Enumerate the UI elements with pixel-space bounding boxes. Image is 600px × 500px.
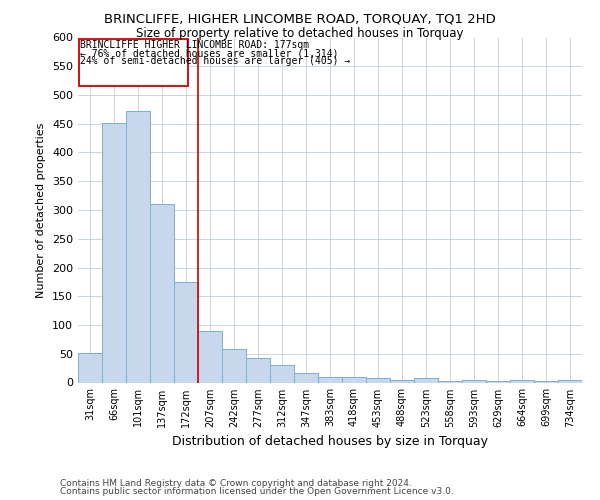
Bar (414, 378, 438, 382)
FancyBboxPatch shape (79, 38, 188, 86)
Bar (198, 331, 222, 382)
Text: BRINCLIFFE HIGHER LINCOMBE ROAD: 177sqm: BRINCLIFFE HIGHER LINCOMBE ROAD: 177sqm (80, 40, 310, 50)
Bar (126, 111, 150, 382)
Bar (174, 282, 198, 382)
Bar (150, 204, 174, 382)
Y-axis label: Number of detached properties: Number of detached properties (37, 122, 46, 298)
Bar (222, 349, 246, 382)
Text: Contains HM Land Registry data © Crown copyright and database right 2024.: Contains HM Land Registry data © Crown c… (60, 478, 412, 488)
Text: Contains public sector information licensed under the Open Government Licence v3: Contains public sector information licen… (60, 487, 454, 496)
Bar (366, 378, 390, 382)
Bar (318, 378, 342, 382)
Text: BRINCLIFFE, HIGHER LINCOMBE ROAD, TORQUAY, TQ1 2HD: BRINCLIFFE, HIGHER LINCOMBE ROAD, TORQUA… (104, 12, 496, 26)
Bar (342, 378, 366, 382)
Bar (558, 380, 582, 382)
Bar (462, 380, 486, 382)
Bar (78, 352, 102, 382)
X-axis label: Distribution of detached houses by size in Torquay: Distribution of detached houses by size … (172, 435, 488, 448)
Text: ← 76% of detached houses are smaller (1,314): ← 76% of detached houses are smaller (1,… (80, 48, 339, 58)
Bar (390, 380, 414, 382)
Bar (102, 122, 126, 382)
Bar (294, 374, 318, 382)
Text: Size of property relative to detached houses in Torquay: Size of property relative to detached ho… (136, 28, 464, 40)
Bar (246, 358, 270, 382)
Bar (510, 380, 534, 382)
Text: 24% of semi-detached houses are larger (405) →: 24% of semi-detached houses are larger (… (80, 56, 350, 66)
Bar (270, 364, 294, 382)
